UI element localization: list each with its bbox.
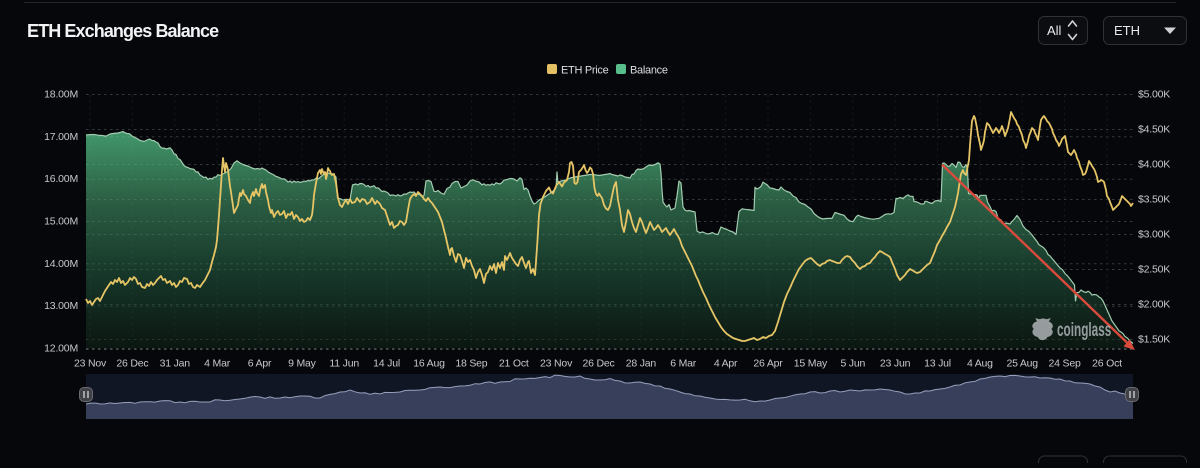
svg-text:24 Sep: 24 Sep: [1049, 358, 1081, 370]
svg-text:12.00M: 12.00M: [44, 343, 78, 355]
svg-text:$2.50K: $2.50K: [1138, 264, 1170, 276]
svg-text:23 Nov: 23 Nov: [74, 358, 107, 370]
svg-text:18 Sep: 18 Sep: [455, 358, 487, 370]
svg-text:16 Aug: 16 Aug: [413, 358, 445, 370]
svg-text:5 Jun: 5 Jun: [840, 358, 865, 370]
svg-text:$3.50K: $3.50K: [1138, 194, 1170, 206]
svg-text:26 Dec: 26 Dec: [582, 358, 614, 370]
svg-text:ETH Price: ETH Price: [561, 65, 609, 77]
svg-text:ETH: ETH: [1114, 23, 1140, 38]
svg-text:$5.00K: $5.00K: [1138, 89, 1170, 101]
svg-text:$2.00K: $2.00K: [1138, 299, 1170, 311]
svg-text:17.00M: 17.00M: [44, 131, 78, 143]
svg-text:6 Mar: 6 Mar: [670, 358, 697, 370]
svg-text:13 Jul: 13 Jul: [924, 358, 951, 370]
svg-text:All: All: [1047, 23, 1062, 38]
svg-text:26 Apr: 26 Apr: [753, 358, 783, 370]
svg-text:Balance: Balance: [630, 65, 668, 77]
svg-text:23 Nov: 23 Nov: [540, 358, 573, 370]
svg-text:16.00M: 16.00M: [44, 173, 78, 185]
svg-text:11 Jun: 11 Jun: [329, 358, 359, 370]
svg-text:9 May: 9 May: [288, 358, 317, 370]
svg-text:4 Apr: 4 Apr: [714, 358, 738, 370]
svg-text:ETH Exchanges Balance: ETH Exchanges Balance: [27, 21, 219, 41]
svg-text:26 Dec: 26 Dec: [116, 358, 148, 370]
svg-text:15.00M: 15.00M: [44, 216, 78, 228]
svg-text:coinglass: coinglass: [1057, 320, 1111, 340]
svg-text:13.00M: 13.00M: [44, 300, 78, 312]
svg-text:14.00M: 14.00M: [44, 258, 78, 270]
svg-text:$1.50K: $1.50K: [1138, 334, 1170, 346]
svg-text:21 Oct: 21 Oct: [499, 358, 529, 370]
svg-text:4 Aug: 4 Aug: [967, 358, 993, 370]
svg-text:23 Jun: 23 Jun: [880, 358, 911, 370]
svg-text:25 Aug: 25 Aug: [1006, 358, 1038, 370]
svg-text:$3.00K: $3.00K: [1138, 229, 1170, 241]
svg-text:$4.50K: $4.50K: [1138, 124, 1170, 136]
svg-text:15 May: 15 May: [794, 358, 828, 370]
svg-text:28 Jan: 28 Jan: [626, 358, 657, 370]
svg-text:26 Oct: 26 Oct: [1092, 358, 1122, 370]
svg-text:6 Apr: 6 Apr: [248, 358, 272, 370]
svg-text:14 Jul: 14 Jul: [373, 358, 400, 370]
svg-text:18.00M: 18.00M: [44, 89, 78, 101]
svg-text:4 Mar: 4 Mar: [204, 358, 231, 370]
svg-text:$4.00K: $4.00K: [1138, 159, 1170, 171]
svg-text:31 Jan: 31 Jan: [160, 358, 191, 370]
